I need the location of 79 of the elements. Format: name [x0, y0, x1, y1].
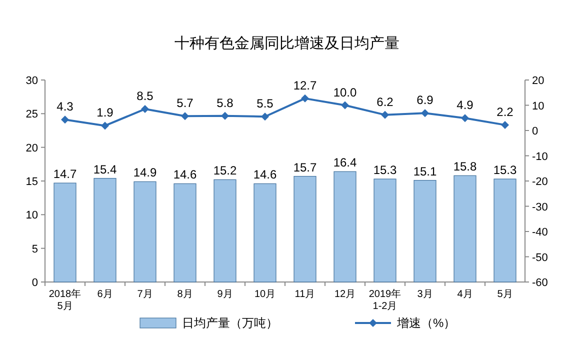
data-label: 15.7 — [293, 160, 317, 174]
y-tick-label: 20 — [26, 142, 38, 154]
data-label: 14.6 — [173, 168, 197, 182]
legend-label: 增速（%） — [396, 316, 456, 330]
point — [141, 105, 149, 114]
data-label: 15.3 — [493, 162, 517, 177]
y-tick-label: 5 — [32, 243, 38, 256]
y2-tick-label: -20 — [532, 176, 548, 188]
y-tick-label: 30 — [26, 75, 38, 87]
point — [461, 114, 469, 122]
point — [261, 112, 269, 121]
data-label: 10.0 — [333, 85, 357, 100]
point — [301, 94, 309, 102]
y2-tick-label: 0 — [532, 126, 538, 138]
x-tick-label: 2019年 1-2月 — [368, 288, 402, 312]
chart-title: 十种有色金属同比增速及日均产量 — [174, 35, 400, 52]
point — [101, 122, 109, 130]
y2-tick-label: -40 — [532, 226, 548, 238]
point — [381, 110, 389, 119]
bar — [294, 176, 316, 282]
data-label: 15.4 — [93, 162, 117, 176]
data-label: 4.3 — [56, 100, 74, 114]
data-label: 5.7 — [176, 96, 194, 110]
x-tick-label: 3月 — [417, 289, 433, 300]
bar — [134, 181, 156, 282]
x-tick-label: 11月 — [294, 289, 316, 300]
y-tick-label: 10 — [26, 210, 38, 222]
data-label: 6.2 — [376, 94, 394, 109]
data-label: 16.4 — [333, 156, 357, 170]
y-tick-label: 0 — [32, 277, 38, 289]
point — [61, 116, 69, 124]
y2-tick-label: 20 — [532, 75, 544, 87]
data-label: 6.9 — [416, 93, 434, 108]
point — [181, 112, 189, 120]
point — [221, 112, 229, 120]
point — [421, 109, 429, 118]
x-tick-label: 9月 — [217, 289, 233, 300]
x-tick-label: 7月 — [137, 289, 153, 300]
data-label: 15.1 — [413, 164, 437, 178]
data-label: 15.3 — [373, 162, 397, 177]
data-label: 5.8 — [216, 96, 234, 110]
x-tick-label: 2018年 5月 — [48, 288, 82, 312]
data-label: 2.2 — [496, 104, 514, 119]
bar — [214, 179, 236, 282]
bar — [374, 178, 396, 282]
bar — [494, 178, 516, 282]
y-tick-label: 15 — [26, 176, 38, 188]
legend-label: 日均产量（万吨） — [182, 316, 278, 330]
y2-tick-label: -60 — [532, 277, 548, 289]
bar — [54, 182, 76, 282]
data-label: 14.6 — [253, 168, 277, 182]
point — [501, 120, 509, 129]
bar — [334, 171, 356, 282]
data-label: 5.5 — [256, 96, 274, 111]
point — [341, 101, 349, 110]
x-tick-label: 10月 — [254, 289, 276, 300]
data-label: 15.2 — [213, 164, 237, 178]
data-label: 4.9 — [456, 98, 474, 112]
bar — [414, 180, 436, 282]
x-tick-label: 4月 — [457, 289, 473, 300]
y2-tick-label: -50 — [532, 252, 548, 264]
x-tick-label: 8月 — [177, 289, 193, 300]
y-tick-label: 25 — [26, 108, 38, 121]
x-tick-label: 6月 — [97, 289, 113, 300]
x-tick-label: 5月 — [497, 289, 513, 300]
data-label: 14.9 — [133, 166, 157, 180]
data-label: 14.7 — [53, 167, 77, 182]
bar — [454, 175, 476, 282]
y2-tick-label: -10 — [532, 150, 548, 163]
y2-tick-label: 10 — [532, 100, 544, 112]
data-label: 15.8 — [453, 160, 477, 174]
y2-tick-label: -30 — [532, 201, 548, 214]
x-tick-label: 12月 — [334, 289, 356, 300]
data-label: 8.5 — [136, 89, 154, 104]
bar — [174, 183, 196, 282]
data-label: 1.9 — [96, 106, 114, 120]
bar — [94, 178, 116, 282]
bar — [254, 183, 276, 282]
data-label: 12.7 — [293, 78, 317, 92]
